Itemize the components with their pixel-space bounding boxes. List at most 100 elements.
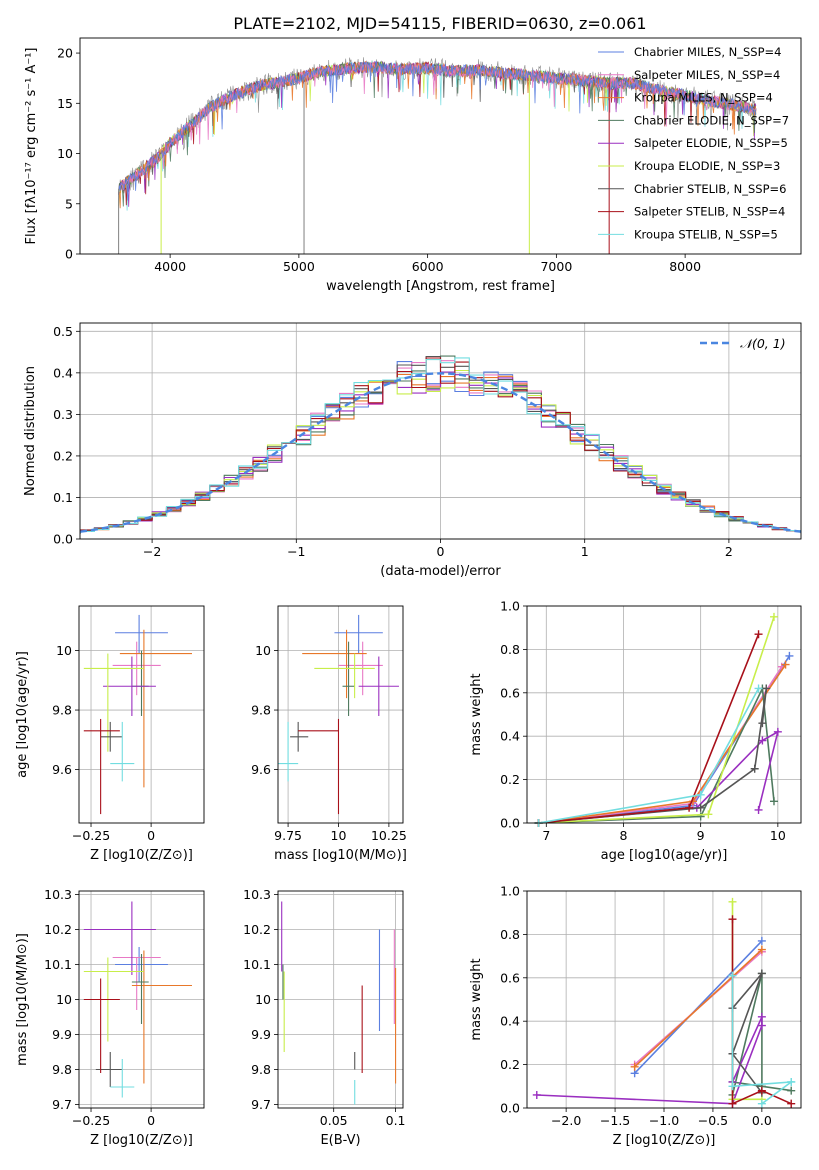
spectrum-lines <box>118 57 757 254</box>
data-marker <box>787 1077 796 1086</box>
plot-area <box>80 355 801 534</box>
x-tick-label: 0.0 <box>752 1113 772 1128</box>
y-tick-label: 10.1 <box>243 957 271 972</box>
plot-area <box>83 614 192 815</box>
data-marker <box>728 971 737 980</box>
x-tick-label: −2.0 <box>551 1113 581 1128</box>
spectrum-legend: Chabrier MILES, N_SSP=4 Salpeter MILES, N… <box>598 45 789 241</box>
y-tick-label: 10 <box>255 992 271 1007</box>
series-line <box>634 940 763 1074</box>
x-axis-label: Z [log10(Z/Z⊙)] <box>613 1133 716 1148</box>
y-tick-label: 9.7 <box>251 1097 271 1112</box>
series-chabrier_elodie <box>534 684 778 827</box>
axes-frame <box>78 605 205 824</box>
y-tick-label: 10 <box>56 992 72 1007</box>
axes-frame <box>78 890 205 1109</box>
y-tick-label: 9.8 <box>52 703 72 718</box>
data-marker <box>630 1062 639 1071</box>
series-line <box>538 685 775 824</box>
data-marker <box>757 1021 766 1030</box>
series-line <box>538 616 775 824</box>
data-marker <box>757 1012 766 1021</box>
y-tick-label: 0.8 <box>500 927 520 942</box>
data-marker <box>696 803 705 812</box>
panel-weight_vs_age: 7 8 9 10 0.0 0.2 0.4 0.6 0.8 1.0 age [log10(age/yr… <box>469 599 802 863</box>
data-marker <box>728 897 737 906</box>
data-marker <box>758 719 767 728</box>
axes-frame <box>526 890 802 1109</box>
histogram-kroupa_stelib <box>80 357 801 534</box>
errorbar-point <box>83 653 144 752</box>
x-tick-label: −2 <box>143 544 161 559</box>
x-tick-label: 10 <box>770 828 786 843</box>
legend-label: Salpeter STELIB, N_SSP=4 <box>634 205 785 219</box>
data-marker <box>787 1086 796 1095</box>
y-tick-label: 9.8 <box>251 1062 271 1077</box>
y-axis-label: mass [log10(M/M⊙)] <box>15 933 30 1066</box>
series-chabrier_miles <box>630 936 766 1078</box>
y-tick-label: 10 <box>57 146 73 161</box>
data-marker <box>757 1086 766 1095</box>
y-tick-label: 0.4 <box>500 729 520 744</box>
axes-frame <box>526 605 802 824</box>
y-tick-label: 10 <box>255 643 271 658</box>
y-axis-label: mass weight <box>469 673 484 755</box>
x-tick-label: −0.25 <box>72 828 110 843</box>
errorbar-point <box>131 950 192 1084</box>
x-axis-label: E(B-V) <box>320 1133 360 1148</box>
errorbar-point <box>83 978 120 1073</box>
data-marker <box>696 812 705 821</box>
series-line <box>731 901 762 1101</box>
data-marker <box>781 660 790 669</box>
y-tick-label: 0.5 <box>53 324 73 339</box>
data-marker <box>750 764 759 773</box>
y-tick-label: 0.2 <box>500 1057 520 1072</box>
legend-label: Kroupa STELIB, N_SSP=5 <box>634 227 778 241</box>
errorbar-point <box>131 650 149 716</box>
y-axis-label: Normed distribution <box>23 366 38 496</box>
y-tick-label: 0.0 <box>500 816 520 831</box>
errorbar-point <box>110 1059 135 1098</box>
x-axis-label: Z [log10(Z/Z⊙)] <box>90 848 193 863</box>
errorbar-point <box>119 629 192 788</box>
data-marker <box>704 810 713 819</box>
y-tick-label: 0.4 <box>500 1014 520 1029</box>
errorbar-point <box>298 718 340 815</box>
errorbar-point <box>334 614 383 654</box>
y-tick-label: 9.9 <box>52 1027 72 1042</box>
series-chabrier_stelib <box>534 684 771 827</box>
y-tick-label: 20 <box>57 46 73 61</box>
errorbar-point <box>95 1052 123 1087</box>
x-tick-label: 7 <box>542 828 550 843</box>
y-tick-label: 9.7 <box>52 1097 72 1112</box>
x-axis-label: Z [log10(Z/Z⊙)] <box>90 1133 193 1148</box>
errorbar-point <box>112 956 161 1010</box>
legend-label: Chabrier STELIB, N_SSP=6 <box>634 182 786 196</box>
normal-curve <box>80 372 801 533</box>
x-tick-label: 0 <box>437 544 445 559</box>
errorbar-point <box>290 721 309 752</box>
x-tick-label: 1 <box>581 544 589 559</box>
errorbar-point <box>110 721 135 782</box>
plot-area <box>532 897 796 1108</box>
legend-label: Chabrier ELODIE, N_SSP=7 <box>634 113 789 127</box>
y-axis-label: age [log10(age/yr)] <box>15 651 30 778</box>
x-tick-label: −0.5 <box>698 1113 728 1128</box>
y-tick-label: 10.3 <box>243 887 271 902</box>
y-tick-label: 0.0 <box>500 1101 520 1116</box>
panel-residuals: −2 −1 0 1 2 0.0 0.1 0.2 0.3 0.4 0.5 (data-model)/er… <box>23 322 802 579</box>
errorbar-point <box>358 656 399 716</box>
y-tick-label: 0.2 <box>500 772 520 787</box>
y-axis-label: Flux [fλ10⁻¹⁷ erg cm⁻² s⁻¹ A⁻¹] <box>24 48 39 245</box>
series-kroupa_stelib <box>728 971 796 1108</box>
y-tick-label: 0.1 <box>53 490 73 505</box>
x-tick-label: 6000 <box>412 259 444 274</box>
y-tick-label: 0.6 <box>500 685 520 700</box>
y-tick-label: 10.2 <box>243 922 271 937</box>
histograms <box>80 355 801 534</box>
errorbar-point <box>278 721 299 782</box>
data-marker <box>757 969 766 978</box>
errorbar-point <box>342 641 355 716</box>
errorbar-point <box>302 629 367 699</box>
